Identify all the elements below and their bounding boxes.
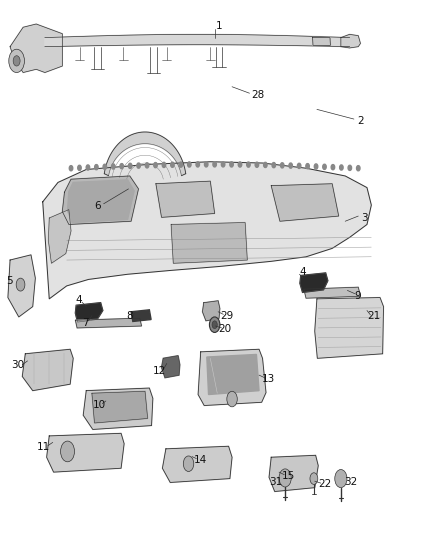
Polygon shape: [48, 209, 71, 263]
Text: 29: 29: [220, 311, 233, 321]
Polygon shape: [271, 184, 339, 221]
Circle shape: [238, 162, 242, 167]
Circle shape: [230, 162, 233, 167]
Polygon shape: [104, 132, 186, 176]
Text: 30: 30: [11, 360, 25, 370]
Polygon shape: [22, 349, 73, 391]
Text: 21: 21: [367, 311, 380, 321]
Text: 28: 28: [251, 90, 265, 100]
Text: 22: 22: [318, 479, 332, 489]
Polygon shape: [162, 446, 232, 482]
Polygon shape: [202, 301, 220, 321]
Circle shape: [289, 163, 293, 168]
Polygon shape: [300, 273, 328, 293]
Circle shape: [212, 321, 217, 328]
Polygon shape: [8, 255, 35, 317]
Text: 14: 14: [194, 455, 207, 465]
Circle shape: [227, 391, 237, 407]
Polygon shape: [171, 223, 247, 263]
Text: 11: 11: [36, 442, 50, 452]
Circle shape: [128, 163, 132, 168]
Circle shape: [297, 163, 301, 168]
Circle shape: [184, 456, 194, 472]
Polygon shape: [47, 433, 124, 472]
Circle shape: [171, 162, 174, 167]
Circle shape: [279, 469, 291, 487]
Text: 6: 6: [95, 201, 101, 211]
Text: 1: 1: [215, 21, 223, 31]
Circle shape: [145, 163, 149, 168]
Text: 7: 7: [81, 318, 88, 328]
Circle shape: [154, 163, 157, 168]
Circle shape: [187, 162, 191, 167]
Polygon shape: [313, 38, 330, 45]
Text: 12: 12: [153, 366, 166, 376]
Circle shape: [221, 161, 225, 167]
Circle shape: [209, 317, 220, 333]
Polygon shape: [207, 354, 259, 394]
Circle shape: [112, 164, 115, 169]
Polygon shape: [341, 34, 360, 48]
Circle shape: [9, 49, 25, 72]
Polygon shape: [269, 455, 318, 491]
Polygon shape: [131, 310, 151, 321]
Circle shape: [323, 164, 326, 169]
Circle shape: [339, 165, 343, 170]
Circle shape: [60, 441, 74, 462]
Circle shape: [137, 163, 140, 168]
Circle shape: [196, 162, 199, 167]
Circle shape: [86, 165, 90, 170]
Text: 31: 31: [269, 477, 282, 487]
Text: 10: 10: [92, 400, 106, 410]
Polygon shape: [43, 161, 371, 299]
Polygon shape: [67, 180, 134, 223]
Circle shape: [335, 470, 347, 488]
Circle shape: [272, 163, 276, 168]
Polygon shape: [62, 176, 138, 224]
Circle shape: [331, 165, 335, 169]
Polygon shape: [10, 24, 62, 72]
Circle shape: [247, 162, 250, 167]
Circle shape: [179, 162, 183, 167]
Circle shape: [314, 164, 318, 169]
Circle shape: [213, 161, 216, 167]
Circle shape: [306, 164, 309, 169]
Circle shape: [264, 163, 267, 167]
Text: 9: 9: [354, 290, 361, 301]
Circle shape: [280, 163, 284, 168]
Circle shape: [162, 163, 166, 167]
Circle shape: [255, 162, 258, 167]
Text: 32: 32: [344, 478, 357, 488]
Polygon shape: [304, 287, 360, 298]
Text: 4: 4: [299, 268, 306, 277]
Circle shape: [310, 473, 318, 484]
Text: 8: 8: [126, 311, 133, 321]
Circle shape: [103, 164, 106, 169]
Circle shape: [16, 278, 25, 291]
Text: 13: 13: [261, 374, 275, 384]
Polygon shape: [92, 391, 148, 423]
Circle shape: [69, 166, 73, 171]
Circle shape: [357, 166, 360, 171]
Polygon shape: [83, 388, 153, 430]
Polygon shape: [162, 356, 180, 378]
Polygon shape: [45, 34, 350, 47]
Text: 2: 2: [357, 116, 364, 126]
Circle shape: [348, 165, 352, 171]
Circle shape: [95, 165, 98, 169]
Text: 5: 5: [6, 277, 13, 286]
Polygon shape: [75, 318, 141, 328]
Text: 4: 4: [75, 295, 82, 305]
Polygon shape: [198, 349, 266, 406]
Circle shape: [205, 161, 208, 167]
Polygon shape: [315, 297, 384, 358]
Circle shape: [78, 165, 81, 171]
Text: 3: 3: [361, 213, 368, 223]
Text: 15: 15: [282, 471, 295, 481]
Polygon shape: [156, 181, 215, 217]
Text: 20: 20: [219, 324, 232, 334]
Polygon shape: [75, 303, 103, 322]
Circle shape: [13, 56, 20, 66]
Circle shape: [120, 164, 124, 169]
